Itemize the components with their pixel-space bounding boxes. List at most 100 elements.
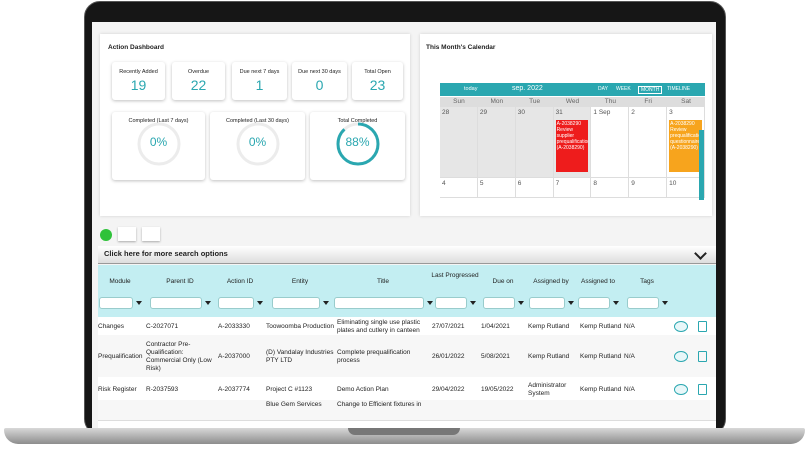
weekday: Thu bbox=[604, 98, 616, 105]
filter-icon[interactable] bbox=[613, 301, 619, 305]
search-label[interactable]: Click here for more search options bbox=[104, 249, 228, 258]
column-header[interactable]: Assigned by bbox=[533, 278, 569, 285]
calendar-cell bbox=[440, 107, 478, 178]
calendar-view-button[interactable]: DAY bbox=[598, 86, 608, 92]
filter-icon[interactable] bbox=[518, 301, 524, 305]
search-bar[interactable] bbox=[98, 246, 716, 264]
column-header[interactable]: Title bbox=[376, 278, 390, 285]
calendar-view-button[interactable]: MONTH bbox=[638, 86, 663, 94]
filter-input[interactable] bbox=[272, 297, 320, 309]
stat-card bbox=[352, 62, 403, 100]
table-cell: C-2027071 bbox=[146, 323, 179, 331]
stat-card bbox=[112, 62, 165, 100]
column-header[interactable]: Assigned to bbox=[581, 278, 615, 285]
stat-card bbox=[232, 62, 287, 100]
view-button[interactable] bbox=[674, 383, 688, 395]
table-cell: A-2037000 bbox=[218, 353, 250, 361]
filter-input[interactable] bbox=[435, 297, 467, 309]
table-cell: Toowoomba Production bbox=[266, 323, 334, 331]
view-button[interactable] bbox=[674, 351, 688, 362]
filter-input[interactable] bbox=[150, 297, 202, 309]
calendar-date: 5 bbox=[479, 180, 484, 187]
delete-button[interactable] bbox=[698, 321, 707, 332]
weekday: Tue bbox=[529, 98, 541, 105]
column-header[interactable]: Module bbox=[109, 278, 131, 285]
export-button[interactable] bbox=[118, 227, 136, 241]
gauge-value: 88% bbox=[345, 135, 370, 149]
calendar-date: 1 Sep bbox=[593, 109, 611, 116]
filter-input[interactable] bbox=[99, 297, 133, 309]
filter-icon[interactable] bbox=[323, 301, 329, 305]
filter-icon[interactable] bbox=[257, 301, 263, 305]
filter-icon[interactable] bbox=[427, 301, 433, 305]
filter-input[interactable] bbox=[578, 297, 610, 309]
gauge-track bbox=[137, 122, 180, 166]
table-cell: (D) Vandalay Industries PTY LTD bbox=[266, 349, 334, 364]
calendar-date: 29 bbox=[479, 109, 488, 116]
calendar-event[interactable]: A-2038290 Review prequalification questi… bbox=[669, 120, 702, 172]
filter-icon[interactable] bbox=[662, 301, 668, 305]
calendar-view-button[interactable]: TIMELINE bbox=[667, 86, 691, 92]
filter-input[interactable] bbox=[218, 297, 254, 309]
calendar-month: sep. 2022 bbox=[512, 85, 543, 92]
table-cell: R-2037593 bbox=[146, 385, 179, 393]
column-header[interactable]: Tags bbox=[640, 278, 654, 285]
delete-button[interactable] bbox=[698, 351, 707, 362]
table-cell: 26/01/2022 bbox=[432, 353, 465, 361]
table-cell: Contractor Pre-Qualification: Commercial… bbox=[146, 341, 212, 372]
gauge-arc bbox=[336, 122, 379, 166]
table-cell: 27/07/2021 bbox=[432, 323, 465, 331]
stat-value: 22 bbox=[190, 77, 207, 93]
filter-input[interactable] bbox=[334, 297, 424, 309]
stat-card bbox=[172, 62, 225, 100]
table-cell: Administrator System bbox=[528, 381, 567, 397]
calendar-cell bbox=[591, 107, 630, 178]
table-row bbox=[98, 400, 716, 421]
stat-value: 19 bbox=[130, 77, 147, 93]
gauge-label: Completed (Last 30 days) bbox=[226, 118, 289, 124]
calendar-date: 10 bbox=[669, 180, 677, 187]
stat-label: Recently Added bbox=[119, 69, 158, 75]
column-header[interactable]: Last Progressed bbox=[431, 272, 479, 279]
stat-card bbox=[292, 62, 347, 100]
column-header[interactable]: Entity bbox=[291, 278, 309, 285]
weekday: Sun bbox=[453, 98, 465, 105]
calendar-weekday-row bbox=[440, 97, 705, 107]
filter-input[interactable] bbox=[529, 297, 565, 309]
table-cell: 5/08/2021 bbox=[481, 353, 510, 361]
filter-icon[interactable] bbox=[136, 301, 142, 305]
column-header[interactable]: Action ID bbox=[226, 278, 254, 285]
filter-input[interactable] bbox=[483, 297, 515, 309]
view-button[interactable] bbox=[674, 321, 688, 332]
table-cell: 1/04/2021 bbox=[481, 323, 510, 331]
table-cell: Prequalification bbox=[98, 353, 143, 361]
weekday: Wed bbox=[565, 98, 580, 105]
filter-icon[interactable] bbox=[568, 301, 574, 305]
calendar-cell bbox=[515, 107, 554, 178]
print-button[interactable] bbox=[142, 227, 160, 241]
laptop-base bbox=[4, 428, 805, 444]
stat-label: Due next 30 days bbox=[298, 69, 341, 75]
add-button[interactable] bbox=[100, 229, 112, 241]
gauge bbox=[236, 122, 279, 166]
filter-icon[interactable] bbox=[205, 301, 211, 305]
calendar-date: 31 bbox=[555, 109, 563, 116]
delete-button[interactable] bbox=[698, 383, 707, 395]
calendar-cell bbox=[629, 107, 668, 178]
filter-icon[interactable] bbox=[470, 301, 476, 305]
filter-input[interactable] bbox=[627, 297, 659, 309]
calendar-date: 28 bbox=[442, 109, 450, 116]
table-cell: N/A bbox=[624, 353, 635, 361]
calendar-event[interactable]: A-2038290 Review supplier prequalificati… bbox=[555, 120, 589, 172]
calendar-today[interactable]: today bbox=[464, 86, 478, 92]
column-header[interactable]: Parent ID bbox=[166, 278, 194, 285]
table-cell: A-2033330 bbox=[218, 323, 250, 331]
dashboard-title: Action Dashboard bbox=[108, 44, 164, 51]
table-cell: Kemp Rutland bbox=[528, 323, 570, 331]
table-cell: Kemp Rutland bbox=[580, 323, 622, 331]
column-header[interactable]: Due on bbox=[492, 278, 514, 285]
weekday: Sat bbox=[681, 98, 691, 105]
weekday: Mon bbox=[490, 98, 504, 105]
table-header bbox=[98, 265, 716, 317]
calendar-view-button[interactable]: WEEK bbox=[616, 86, 631, 92]
